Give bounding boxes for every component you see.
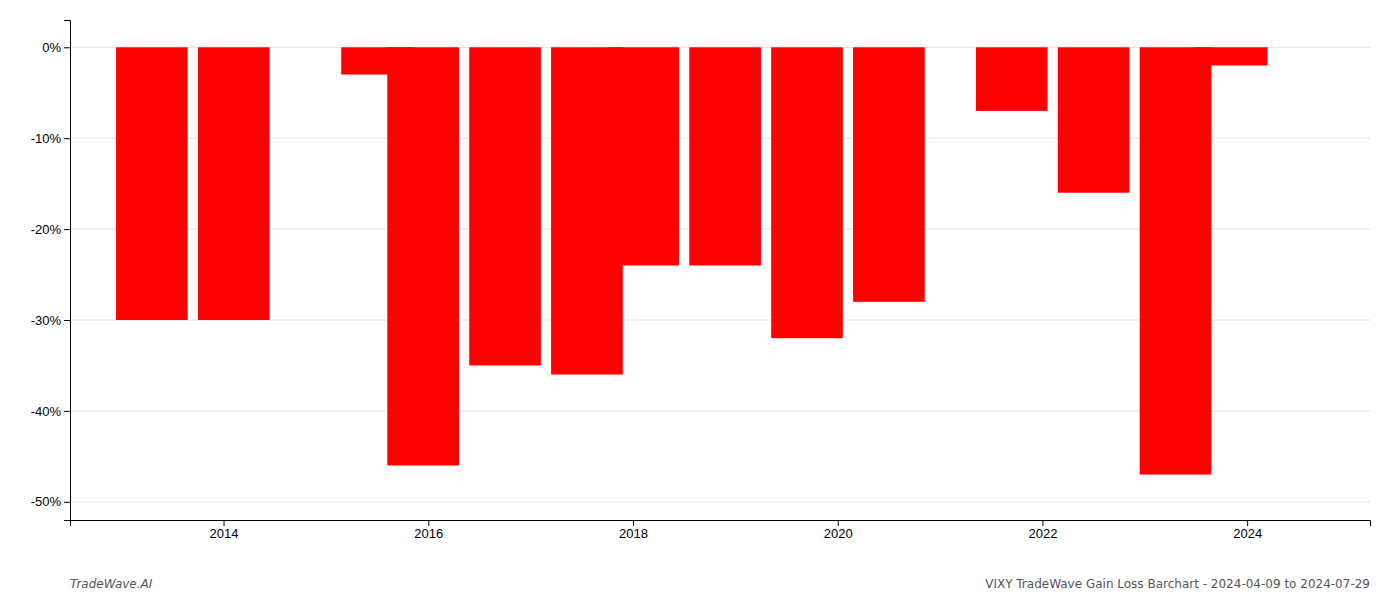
grid xyxy=(70,47,1370,502)
bar xyxy=(116,47,188,320)
bar xyxy=(1140,47,1212,474)
y-tick-mark xyxy=(64,320,70,321)
plot: 2014 2016 2018 2020 2022 2024 0% -10% -20% -30% -4… xyxy=(31,21,1371,542)
x-tick: 2018 xyxy=(619,520,648,541)
y-tick-mark xyxy=(64,411,70,412)
x-tick-label: 2018 xyxy=(619,526,648,541)
x-tick: 2020 xyxy=(824,520,853,541)
y-axis: 0% -10% -20% -30% -40% -50% xyxy=(31,21,71,521)
y-tick-label: -10% xyxy=(31,131,62,146)
x-tick-mark xyxy=(1247,520,1248,526)
x-tick-mark xyxy=(428,520,429,526)
y-tick-label: -20% xyxy=(31,222,62,237)
bars xyxy=(116,47,1268,474)
footer-left: TradeWave.AI xyxy=(70,577,153,591)
x-tick-label: 2022 xyxy=(1028,526,1057,541)
y-tick-mark xyxy=(64,229,70,230)
chart: 2014 2016 2018 2020 2022 2024 0% -10% -20% -30% -4… xyxy=(0,0,1400,600)
x-tick-mark xyxy=(633,520,634,526)
x-axis-line xyxy=(71,521,1371,527)
y-tick: -10% xyxy=(31,131,70,146)
x-tick: 2022 xyxy=(1028,520,1057,541)
bar xyxy=(469,47,541,365)
y-tick: 0% xyxy=(42,40,70,55)
y-tick: -40% xyxy=(31,404,70,419)
bar xyxy=(198,47,270,320)
y-tick: -30% xyxy=(31,313,70,328)
bar xyxy=(853,47,925,302)
y-axis-line xyxy=(64,21,71,521)
bar xyxy=(1058,47,1130,192)
y-tick: -50% xyxy=(31,494,70,509)
bar xyxy=(689,47,761,265)
x-tick-label: 2016 xyxy=(414,526,443,541)
x-axis: 2014 2016 2018 2020 2022 2024 xyxy=(71,520,1371,541)
y-tick-label: -30% xyxy=(31,313,62,328)
y-tick: -20% xyxy=(31,222,70,237)
x-tick: 2014 xyxy=(210,520,239,541)
x-tick-label: 2024 xyxy=(1233,526,1262,541)
bar xyxy=(1196,47,1268,65)
y-tick-mark xyxy=(64,47,70,48)
footer-right: VIXY TradeWave Gain Loss Barchart - 2024… xyxy=(985,577,1370,591)
y-tick-label: -50% xyxy=(31,494,62,509)
bar xyxy=(387,47,459,465)
y-tick-label: -40% xyxy=(31,404,62,419)
x-tick-mark xyxy=(224,520,225,526)
x-tick: 2016 xyxy=(414,520,443,541)
bar xyxy=(771,47,843,338)
x-tick-mark xyxy=(838,520,839,526)
bar xyxy=(976,47,1048,111)
grid-line xyxy=(70,501,1370,502)
y-tick-label: 0% xyxy=(42,40,61,55)
x-tick-mark xyxy=(1042,520,1043,526)
bar xyxy=(607,47,679,265)
x-tick: 2024 xyxy=(1233,520,1262,541)
y-tick-mark xyxy=(64,138,70,139)
x-tick-label: 2020 xyxy=(824,526,853,541)
y-tick-mark xyxy=(64,502,70,503)
x-tick-label: 2014 xyxy=(210,526,239,541)
